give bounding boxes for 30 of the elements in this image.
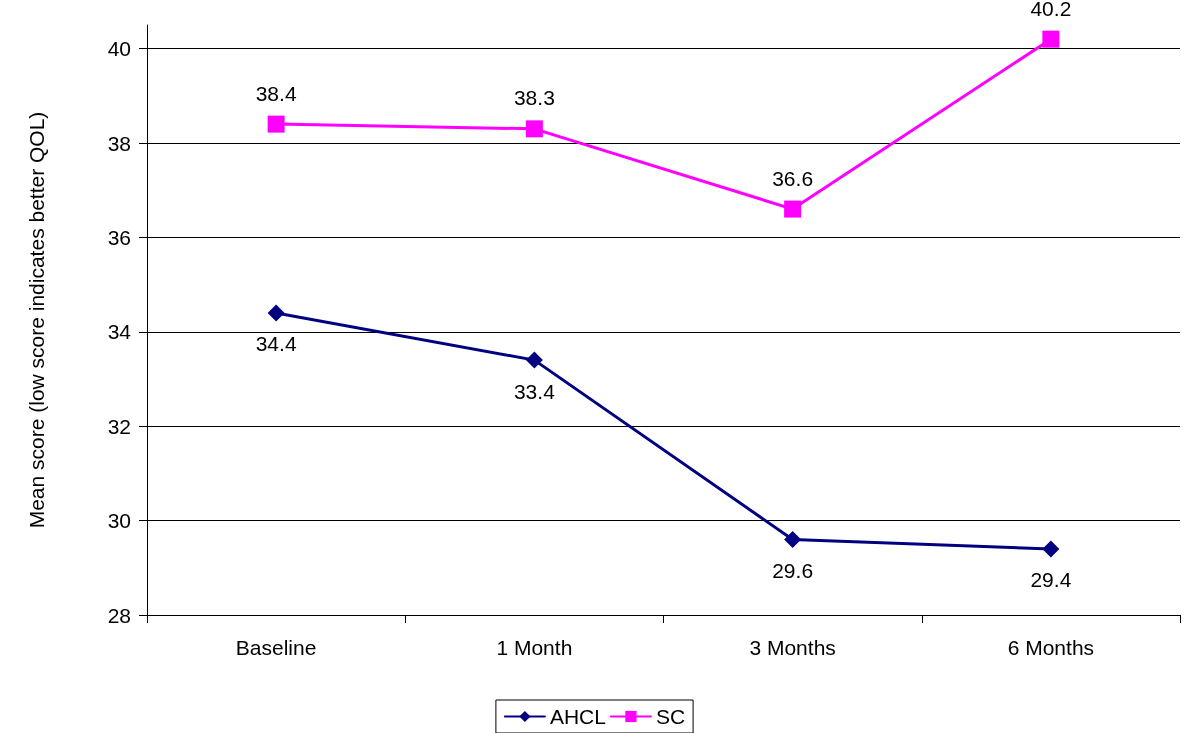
point — [267, 304, 285, 322]
point — [784, 200, 802, 218]
data-label: 29.6 — [772, 558, 814, 582]
point — [784, 530, 802, 548]
data-label: 40.2 — [1030, 0, 1072, 20]
y-tick-label: 38 — [107, 131, 131, 155]
data-label: 38.4 — [255, 81, 297, 105]
y-tick-label: 36 — [107, 225, 131, 249]
legend-label: SC — [655, 705, 686, 728]
point — [525, 120, 543, 138]
x-tick-label: 6 Months — [1007, 636, 1095, 659]
y-tick-label: 30 — [107, 509, 131, 533]
data-label: 33.4 — [513, 379, 556, 403]
legend-label: AHCL — [549, 705, 606, 728]
y-tick-label: 40 — [107, 37, 131, 61]
x-tick-label: 3 Months — [749, 636, 836, 659]
point — [525, 351, 543, 369]
point — [1042, 30, 1060, 48]
x-tick-label: Baseline — [235, 636, 317, 659]
data-label: 29.4 — [1030, 568, 1072, 592]
y-tick-label: 32 — [107, 414, 131, 438]
y-tick-label: 28 — [107, 603, 131, 627]
data-label: 36.6 — [772, 166, 814, 190]
point — [1042, 540, 1060, 558]
data-label: 34.4 — [255, 332, 297, 356]
x-tick-label: 1 Month — [496, 636, 573, 659]
y-tick-label: 34 — [107, 320, 132, 344]
data-label: 38.3 — [513, 86, 555, 110]
point — [267, 115, 285, 133]
y-axis-title: Mean score (low score indicates better QOL) — [25, 111, 48, 529]
